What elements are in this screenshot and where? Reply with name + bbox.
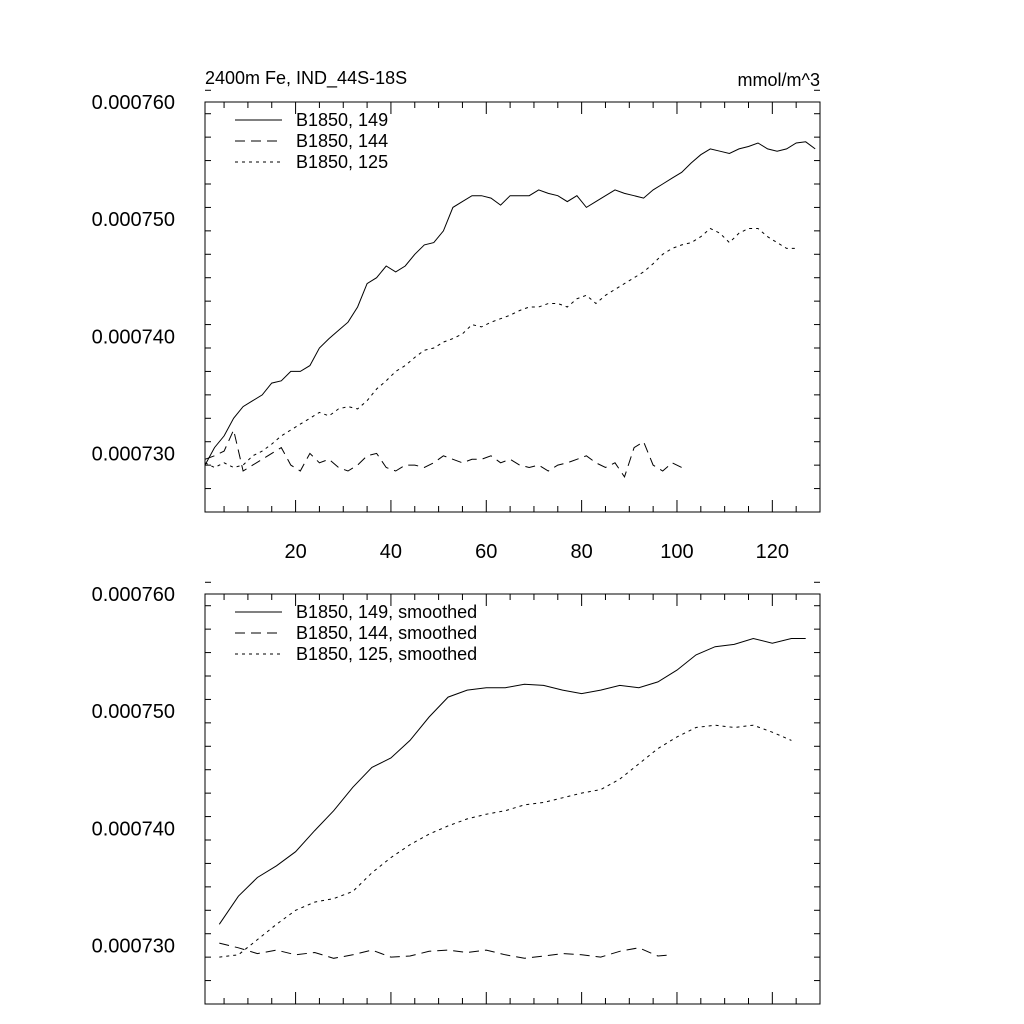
plot-frame — [204, 593, 821, 1005]
x-tick-label: 100 — [660, 541, 693, 563]
series-line-dashed — [204, 428, 682, 479]
legend-label: B1850, 149 — [296, 110, 388, 130]
x-tick-label: 20 — [284, 541, 306, 563]
y-tick-label: 0.000740 — [92, 818, 175, 840]
y-tick-label: 0.000750 — [92, 701, 175, 723]
y-tick-label: 0.000740 — [92, 326, 175, 348]
chart-title: 2400m Fe, IND_44S-18S — [205, 68, 407, 89]
series-line-solid — [218, 637, 806, 925]
x-tick-label: 60 — [475, 541, 497, 563]
x-tick-label: 120 — [756, 541, 789, 563]
x-tick-label: 40 — [380, 541, 402, 563]
units-label: mmol/m^3 — [738, 70, 820, 90]
series-line-dotted — [204, 227, 797, 469]
y-tick-label: 0.000750 — [92, 209, 175, 231]
x-tick-label: 80 — [571, 541, 593, 563]
series-line-dotted — [219, 724, 792, 958]
top-panel: 2400m Fe, IND_44S-18S mmol/m^3 0.000730 0… — [92, 68, 821, 563]
y-tick-label: 0.000760 — [92, 584, 175, 606]
legend-label: B1850, 144 — [296, 131, 388, 151]
y-tick-label: 0.000760 — [92, 92, 175, 114]
bottom-panel: 0.000730 0.000740 0.000750 0.000760 B1850, 1… — [92, 581, 821, 1005]
series-line-solid — [204, 141, 816, 466]
legend-label: B1850, 125 — [296, 152, 388, 172]
plot-frame — [204, 101, 821, 513]
series-line-dashed — [219, 942, 673, 959]
legend-label: B1850, 144, smoothed — [296, 623, 477, 643]
legend-label: B1850, 125, smoothed — [296, 644, 477, 664]
y-tick-label: 0.000730 — [92, 935, 175, 957]
y-tick-label: 0.000730 — [92, 443, 175, 465]
legend-label: B1850, 149, smoothed — [296, 602, 477, 622]
